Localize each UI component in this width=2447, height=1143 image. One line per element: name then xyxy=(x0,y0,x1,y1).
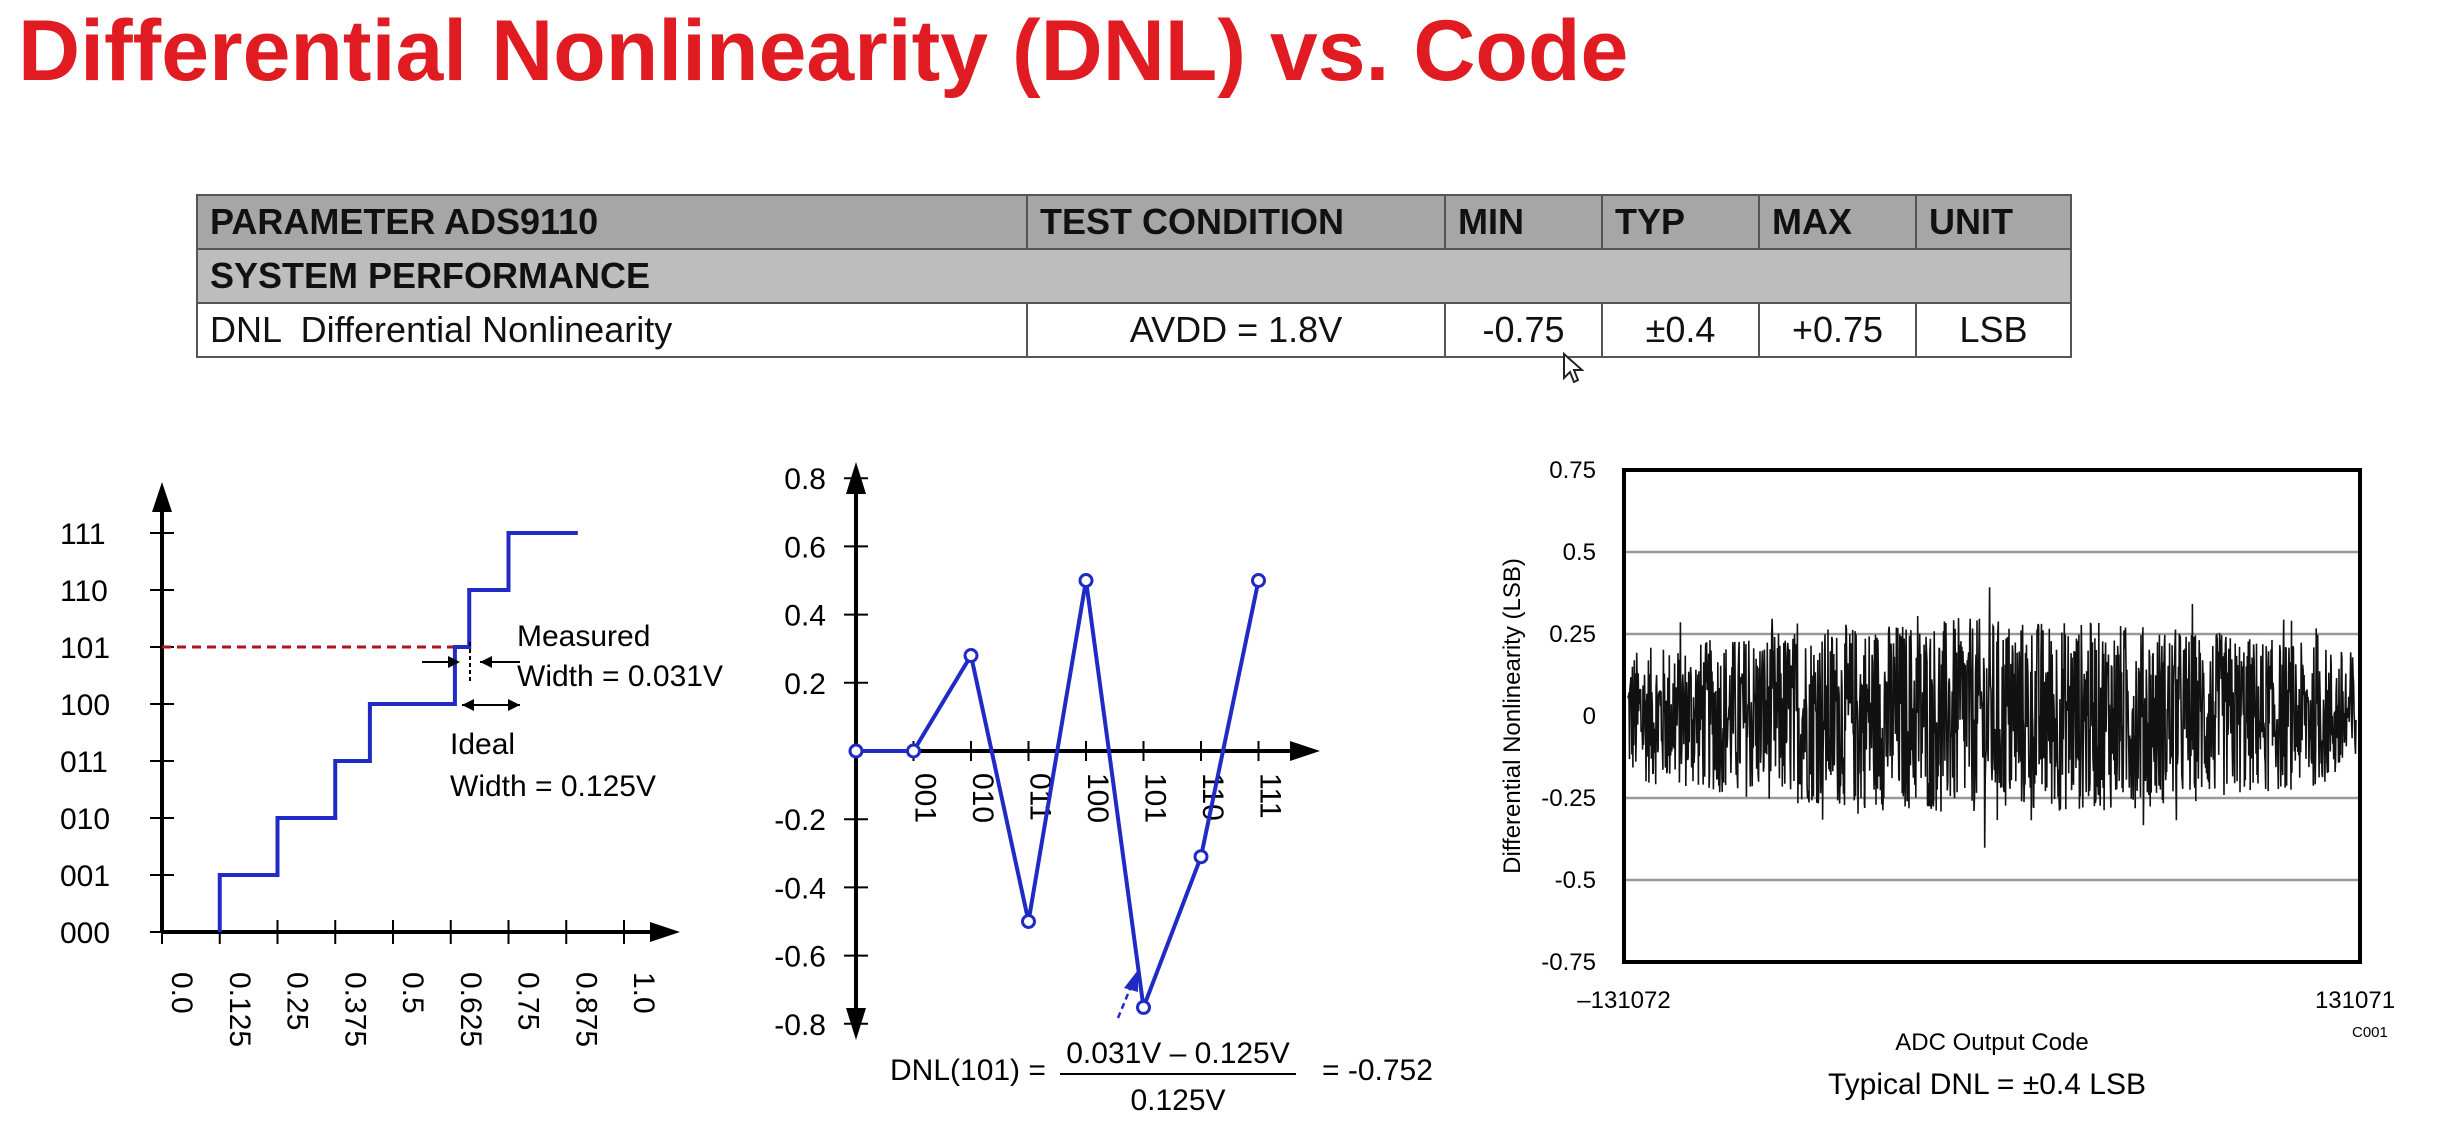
header-max: MAX xyxy=(1758,194,1917,250)
spec-table: PARAMETER ADS9110 TEST CONDITION MIN TYP… xyxy=(196,194,2072,358)
chart3-dnl-noise-band xyxy=(1627,587,2357,848)
transfer-function-chart: 000 001 010 011 100 101 110 111 0.0 0.125 0.25 0.3… xyxy=(60,482,723,1047)
chart1-axes xyxy=(152,482,680,942)
chart1-y-tick-label: 101 xyxy=(60,632,110,665)
min-pointer-arrow xyxy=(1116,970,1138,1019)
chart2-y-ticks: 0.8 0.6 0.4 0.2 -0.2 -0.4 -0.6 -0.8 xyxy=(774,463,868,1042)
chart1-y-tick-label: 011 xyxy=(60,746,108,779)
chart2-x-tick-label: 101 xyxy=(1139,773,1172,823)
chart2-y-tick-label: 0.4 xyxy=(784,600,826,633)
dnl-per-code-chart: 0.80.60.40.2-0.2-0.4-0.6-0.8 001 010 011 10… xyxy=(774,462,1433,1117)
chart2-x-tick-label: 111 xyxy=(1254,773,1287,819)
chart3-x-tick-min: –131072 xyxy=(1577,987,1670,1014)
dnl-vs-code-chart: 0.75 0.5 0.25 0 -0.25 -0.5 -0.75 –131072 13107… xyxy=(1499,457,2395,1101)
chart3-y-ticks: 0.75 0.5 0.25 0 -0.25 -0.5 -0.75 xyxy=(1541,457,1596,976)
chart2-y-tick-label: -0.6 xyxy=(774,941,826,974)
chart2-point xyxy=(1193,849,1209,865)
chart2-point xyxy=(963,648,979,664)
chart3-caption: Typical DNL = ±0.4 LSB xyxy=(1828,1068,2146,1101)
chart1-y-tick-label: 100 xyxy=(60,689,110,722)
chart3-y-tick-label: 0 xyxy=(1583,703,1596,730)
ideal-width-label: Width = 0.125V xyxy=(450,770,656,803)
chart2-x-tick-label: 001 xyxy=(909,773,942,823)
table-section-row: SYSTEM PERFORMANCE xyxy=(196,248,2072,304)
chart2-point xyxy=(906,743,921,759)
cell-min: -0.75 xyxy=(1444,302,1603,358)
chart1-width-markers xyxy=(422,642,520,711)
chart2-point xyxy=(1021,914,1036,929)
chart2-y-tick-label: 0.6 xyxy=(784,531,826,564)
chart1-y-ticks: 000 001 010 011 100 101 110 111 xyxy=(60,518,174,950)
chart2-y-tick-label: 0.2 xyxy=(784,668,826,701)
chart2-point xyxy=(1078,573,1094,588)
chart2-point xyxy=(1136,999,1151,1015)
cell-max: +0.75 xyxy=(1758,302,1917,358)
chart1-x-tick-label: 0.375 xyxy=(338,972,371,1047)
header-min: MIN xyxy=(1444,194,1603,250)
chart1-y-tick-label: 001 xyxy=(60,860,110,893)
chart3-code-label: C001 xyxy=(2352,1024,2388,1041)
table-row: DNL Differential Nonlinearity AVDD = 1.8… xyxy=(196,302,2072,358)
formula-numerator: 0.031V – 0.125V xyxy=(1066,1037,1290,1070)
chart1-x-tick-label: 0.5 xyxy=(396,972,429,1014)
chart2-y-tick-label: -0.4 xyxy=(774,872,826,905)
chart3-x-axis-label: ADC Output Code xyxy=(1895,1029,2088,1056)
chart2-x-tick-label: 100 xyxy=(1081,773,1114,823)
chart1-y-tick-label: 000 xyxy=(60,917,110,950)
formula-left: DNL(101) = xyxy=(890,1054,1046,1087)
chart3-plot-frame xyxy=(1622,468,2362,964)
chart3-y-tick-label: 0.75 xyxy=(1549,457,1596,484)
chart1-staircase-line xyxy=(217,531,578,932)
cell-condition: AVDD = 1.8V xyxy=(1026,302,1446,358)
chart1-y-tick-label: 110 xyxy=(60,575,108,608)
chart3-y-tick-label: 0.5 xyxy=(1563,539,1596,566)
measured-label: Measured xyxy=(517,620,650,653)
chart2-y-tick-label: -0.8 xyxy=(774,1009,826,1042)
chart2-x-ticks: 001 010 011 100 101 110 111 xyxy=(909,741,1287,823)
chart2-points xyxy=(848,573,1266,1015)
ideal-label: Ideal xyxy=(450,728,515,761)
page-title: Differential Nonlinearity (DNL) vs. Code xyxy=(18,3,1629,99)
chart2-x-tick-label: 010 xyxy=(966,773,999,823)
formula-result: = -0.752 xyxy=(1322,1054,1433,1087)
cell-parameter: DNL Differential Nonlinearity xyxy=(196,302,1028,358)
header-typ: TYP xyxy=(1601,194,1760,250)
chart3-y-tick-label: 0.25 xyxy=(1549,621,1596,648)
mouse-cursor-icon xyxy=(1563,352,1584,384)
chart2-y-tick-label: 0.8 xyxy=(784,463,826,496)
chart3-y-axis-label: Differential Nonlinearity (LSB) xyxy=(1499,558,1526,874)
chart2-point xyxy=(848,743,864,759)
chart1-x-tick-label: 0.0 xyxy=(165,972,198,1014)
chart1-x-tick-label: 0.125 xyxy=(223,972,256,1047)
chart2-y-tick-label: -0.2 xyxy=(774,804,826,837)
chart1-x-tick-label: 0.75 xyxy=(512,972,545,1030)
chart3-y-tick-label: -0.25 xyxy=(1541,785,1596,812)
chart2-dnl-line xyxy=(856,580,1261,1009)
cell-typ: ±0.4 xyxy=(1601,302,1760,358)
measured-width-label: Width = 0.031V xyxy=(517,660,723,693)
chart3-y-tick-label: -0.5 xyxy=(1555,867,1596,894)
chart3-y-tick-label: -0.75 xyxy=(1541,949,1596,976)
chart2-point xyxy=(1251,573,1266,588)
section-label: SYSTEM PERFORMANCE xyxy=(196,248,2072,304)
chart1-x-tick-label: 0.625 xyxy=(454,972,487,1047)
chart1-x-ticks: 0.0 0.125 0.25 0.375 0.5 0.625 0.75 0.875 1.0 xyxy=(161,920,660,1047)
dnl-formula: DNL(101) = 0.031V – 0.125V 0.125V = -0.7… xyxy=(890,1037,1433,1117)
cell-unit: LSB xyxy=(1915,302,2072,358)
chart1-y-tick-label: 111 xyxy=(60,518,106,551)
formula-denominator: 0.125V xyxy=(1130,1084,1225,1117)
chart1-x-tick-label: 1.0 xyxy=(627,972,660,1014)
chart1-y-tick-label: 010 xyxy=(60,803,110,836)
header-parameter: PARAMETER ADS9110 xyxy=(196,194,1028,250)
chart3-gridlines xyxy=(1624,550,2360,882)
chart3-x-tick-max: 131071 xyxy=(2315,987,2395,1014)
chart1-x-tick-label: 0.875 xyxy=(569,972,602,1047)
header-unit: UNIT xyxy=(1915,194,2072,250)
table-header-row: PARAMETER ADS9110 TEST CONDITION MIN TYP… xyxy=(196,194,2072,250)
header-test-condition: TEST CONDITION xyxy=(1026,194,1446,250)
chart1-x-tick-label: 0.25 xyxy=(281,972,314,1030)
